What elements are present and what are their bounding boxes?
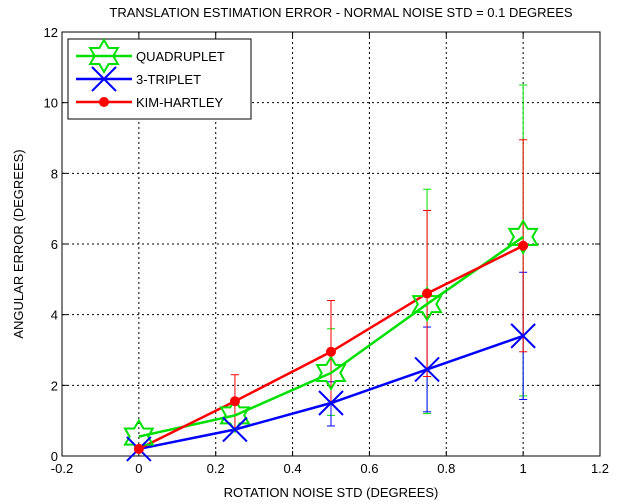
3-triplet-point bbox=[510, 323, 536, 349]
x-tick-label: -0.2 bbox=[51, 461, 73, 476]
x-tick-label: 0.8 bbox=[437, 461, 455, 476]
legend-quadruplet-label: QUADRUPLET bbox=[136, 49, 225, 64]
3-triplet-point-stroke bbox=[318, 390, 344, 416]
y-tick-label: 6 bbox=[51, 237, 58, 252]
quadruplet-point bbox=[315, 354, 347, 391]
x-tick-label: 0 bbox=[135, 461, 142, 476]
y-tick-label: 12 bbox=[44, 25, 58, 40]
x-tick-label: 0.2 bbox=[207, 461, 225, 476]
3-triplet-point-stroke bbox=[414, 356, 440, 383]
y-tick-label: 0 bbox=[51, 449, 58, 464]
kim-hartley-point bbox=[326, 346, 336, 357]
3-triplet-point-stroke bbox=[222, 416, 248, 443]
3-triplet-point-stroke bbox=[510, 323, 536, 349]
y-tick-label: 2 bbox=[51, 378, 58, 393]
kim-hartley-point bbox=[518, 240, 529, 251]
y-axis-label: ANGULAR ERROR (DEGREES) bbox=[11, 149, 26, 338]
legend-quadruplet-marker bbox=[88, 38, 120, 74]
legend: QUADRUPLET 3-TRIPLET KIM-HARTLEY bbox=[67, 38, 252, 120]
kim-hartley-point bbox=[422, 288, 433, 299]
quadruplet-point bbox=[507, 218, 539, 255]
quadruplet-point bbox=[411, 286, 443, 323]
3-triplet-point bbox=[222, 416, 248, 443]
x-tick-label: 0.6 bbox=[360, 461, 378, 476]
series-markers bbox=[123, 218, 539, 462]
y-tick-label: 8 bbox=[51, 166, 58, 181]
y-tick-label: 10 bbox=[44, 96, 58, 111]
kim-hartley-point bbox=[229, 396, 240, 407]
3-triplet-point bbox=[318, 390, 344, 416]
legend-3-triplet-marker bbox=[91, 66, 117, 92]
x-tick-label: 1 bbox=[520, 461, 527, 476]
legend-3-triplet-marker-stroke bbox=[91, 66, 117, 92]
y-tick-label: 4 bbox=[51, 308, 58, 323]
x-tick-label: 0.4 bbox=[284, 461, 302, 476]
quadruplet-line bbox=[138, 235, 524, 438]
x-axis-label: ROTATION NOISE STD (DEGREES) bbox=[224, 485, 439, 500]
legend-3-triplet-label: 3-TRIPLET bbox=[136, 72, 201, 87]
quadruplet-point bbox=[219, 397, 251, 434]
x-tick-label: 1.2 bbox=[591, 461, 609, 476]
legend-kim-hartley-label: KIM-HARTLEY bbox=[136, 95, 223, 110]
chart-title: TRANSLATION ESTIMATION ERROR - NORMAL NO… bbox=[109, 5, 572, 20]
kim-hartley-point bbox=[133, 443, 144, 454]
3-triplet-point bbox=[414, 356, 440, 383]
legend-kim-hartley-marker bbox=[99, 97, 109, 107]
